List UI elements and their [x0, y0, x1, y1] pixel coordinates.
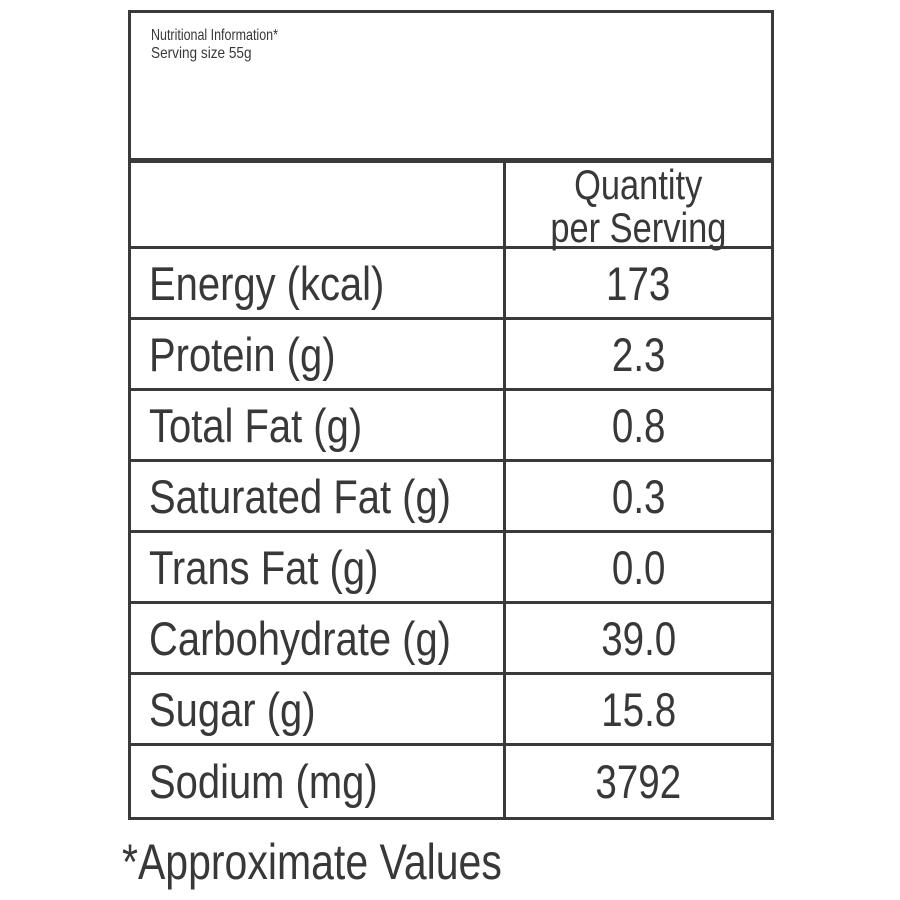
nutrient-label: Total Fat (g): [149, 398, 363, 452]
header-value-cell: Quantity per Serving: [503, 163, 771, 249]
nutrient-label: Sodium (mg): [149, 755, 378, 808]
table-row-protein: Protein (g) 2.3: [131, 320, 771, 391]
nutrient-label: Carbohydrate (g): [149, 611, 451, 665]
table-row-sodium: Sodium (mg) 3792: [131, 746, 771, 817]
table-row-total-fat: Total Fat (g) 0.8: [131, 391, 771, 462]
nutrient-label: Protein (g): [149, 327, 336, 381]
nutrient-value: 3792: [503, 746, 771, 817]
nutrient-value: 2.3: [503, 320, 771, 388]
page-title: Nutritional Information*: [151, 27, 761, 45]
table-row-trans-fat: Trans Fat (g) 0.0: [131, 533, 771, 604]
table-row-energy: Energy (kcal) 173: [131, 249, 771, 320]
nutrient-label: Saturated Fat (g): [149, 469, 451, 523]
footnote-text: *Approximate Values: [122, 834, 502, 890]
page-title-text: Nutritional Information*: [151, 27, 278, 44]
nutrient-value: 173: [503, 249, 771, 317]
nutrient-value: 0.0: [503, 533, 771, 601]
header-line-2: per Serving: [550, 203, 727, 251]
serving-size: Serving size 55g: [151, 45, 761, 63]
table-row-sugar: Sugar (g) 15.8: [131, 675, 771, 746]
nutrition-facts-table: Nutritional Information* Serving size 55…: [128, 10, 774, 820]
nutrient-value: 0.8: [503, 391, 771, 459]
serving-size-text: Serving size 55g: [151, 45, 252, 62]
nutrient-label: Energy (kcal): [149, 256, 385, 310]
table-row-saturated-fat: Saturated Fat (g) 0.3: [131, 462, 771, 533]
header-line-1: Quantity: [574, 160, 703, 208]
nutrient-label: Sugar (g): [149, 682, 316, 736]
nutrient-value: 0.3: [503, 462, 771, 530]
table-row-carbohydrate: Carbohydrate (g) 39.0: [131, 604, 771, 675]
nutrient-value: 15.8: [503, 675, 771, 743]
nutrient-value: 39.0: [503, 604, 771, 672]
table-header-row: Quantity per Serving: [131, 163, 771, 249]
header-label-cell-empty: [131, 163, 503, 246]
title-block: Nutritional Information* Serving size 55…: [131, 13, 771, 163]
approximate-values-footnote: *Approximate Values: [122, 833, 585, 891]
nutrient-label: Trans Fat (g): [149, 540, 379, 594]
quantity-per-serving-header: Quantity per Serving: [531, 163, 746, 249]
